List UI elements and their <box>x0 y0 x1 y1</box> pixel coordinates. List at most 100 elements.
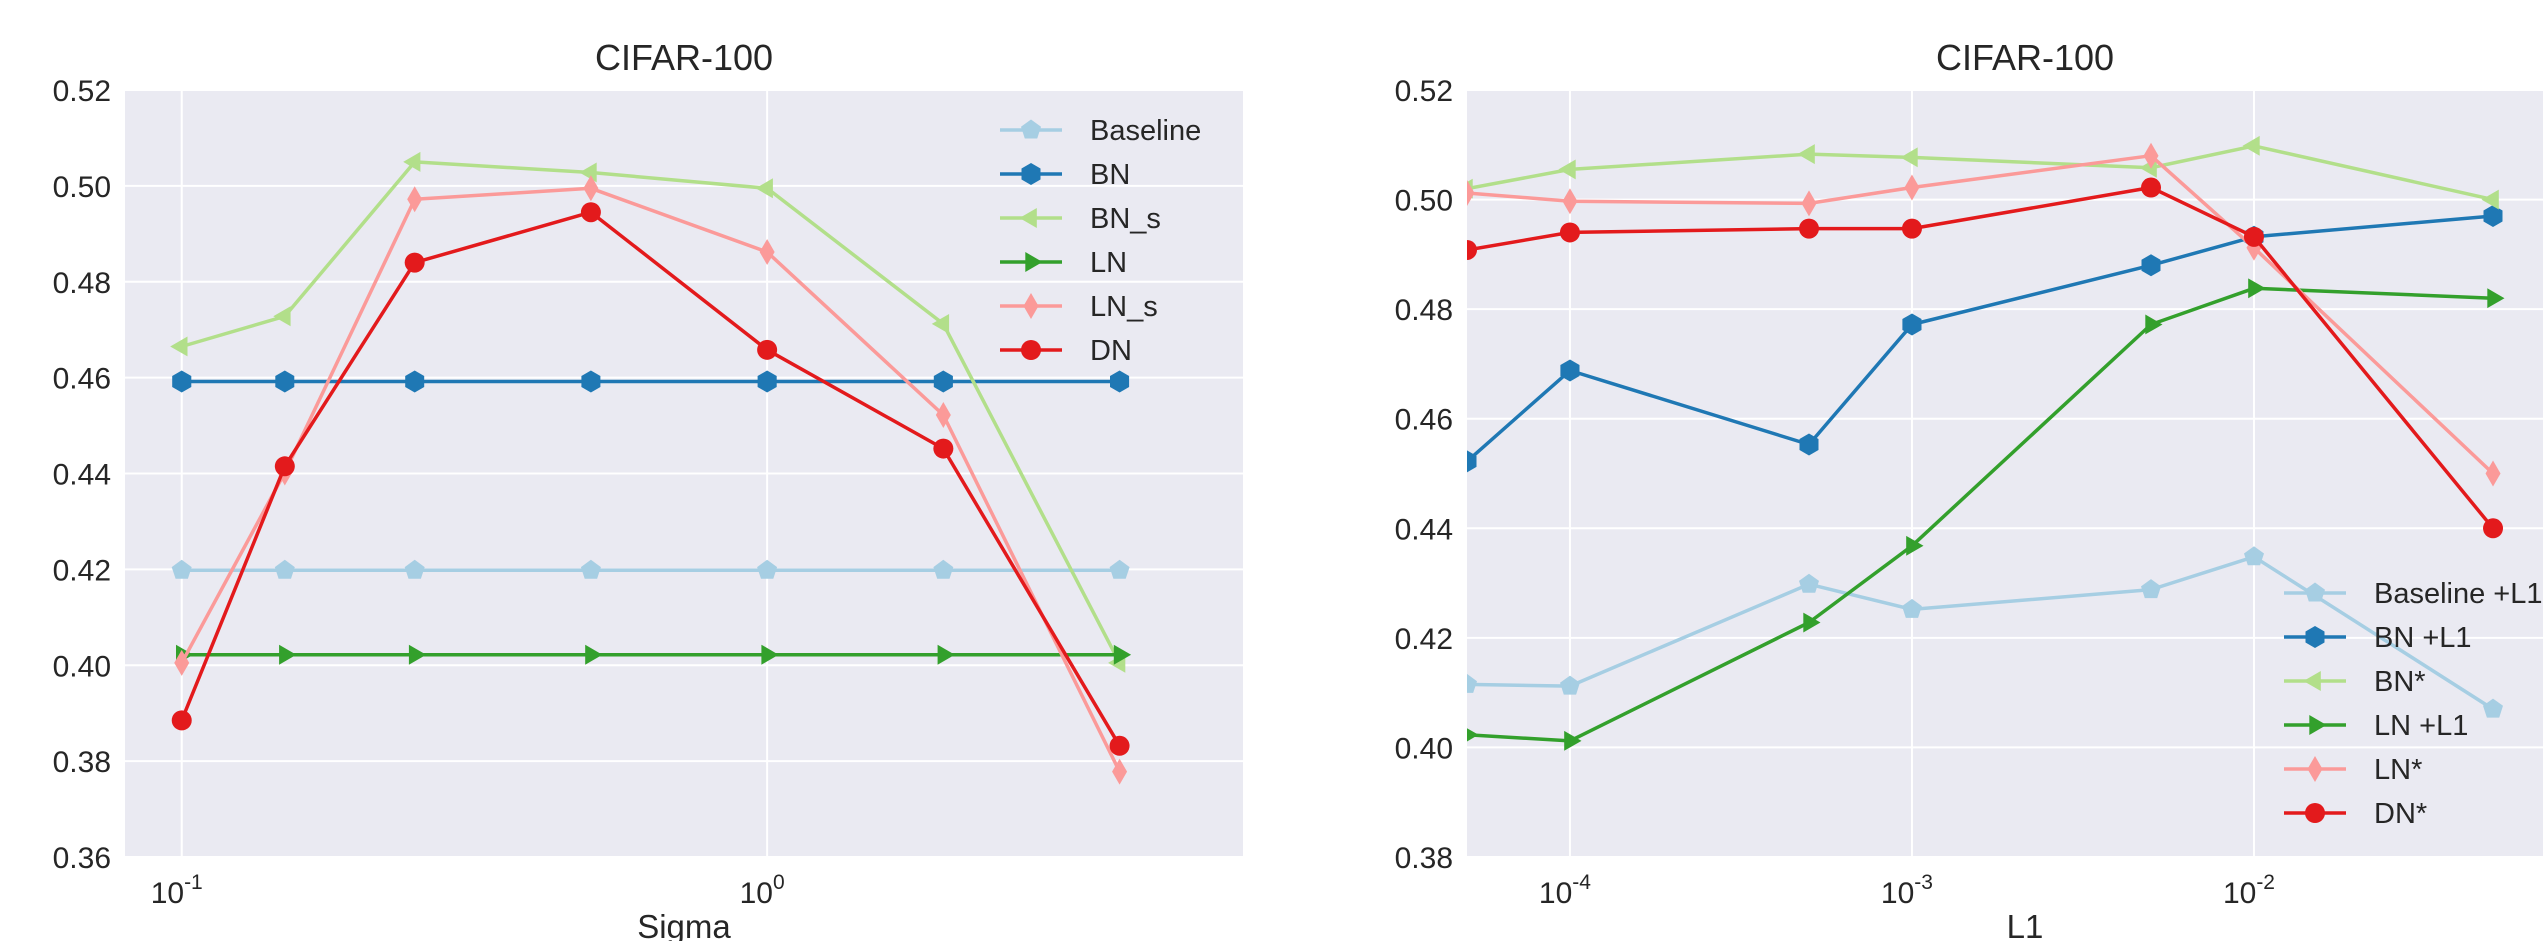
x-tick-exponent: 0 <box>773 871 785 894</box>
x-tick-exponent: -1 <box>184 871 203 894</box>
data-point-ln-l1 <box>2487 288 2505 309</box>
left-series-layer <box>170 151 1132 785</box>
legend-label: DN* <box>2374 798 2427 830</box>
y-tick-label: 0.38 <box>1395 842 1453 875</box>
data-point-ln <box>761 644 779 665</box>
data-point-baseline <box>274 559 295 579</box>
y-tick-label: 0.44 <box>53 459 111 492</box>
data-point-dn <box>1799 218 1820 239</box>
data-point-dn <box>274 456 295 477</box>
data-point-dn <box>1467 239 1477 260</box>
legend-marker <box>2303 671 2321 691</box>
right-x-tick-labels: 10-4 10-3 10-2 <box>1539 871 2275 910</box>
data-point-bn <box>2481 189 2499 210</box>
data-point-bn-l1 <box>2483 205 2503 227</box>
legend-label: LN +L1 <box>2374 710 2468 742</box>
data-point-dn <box>1559 222 1580 243</box>
legend-item-baseline-l1: Baseline +L1 <box>2284 578 2543 610</box>
x-tick-label: 10-1 <box>151 871 203 910</box>
data-point-bn <box>172 370 192 393</box>
data-point-dn <box>2243 226 2264 247</box>
x-tick-exponent: -2 <box>2256 871 2275 894</box>
legend-item-ln: LN* <box>2284 754 2422 786</box>
data-point-bn <box>757 370 777 393</box>
data-point-ln-l1 <box>1564 730 1582 751</box>
data-point-dn <box>933 438 954 459</box>
data-point-bn <box>933 370 953 393</box>
series-baseline-l1 <box>1467 546 2503 718</box>
data-point-ln-l1 <box>1803 612 1821 633</box>
data-point-bn <box>581 370 601 393</box>
data-point-ln <box>585 644 603 665</box>
data-point-ln <box>1801 190 1817 217</box>
y-tick-label: 0.48 <box>1395 294 1453 327</box>
legend-marker <box>2309 715 2327 735</box>
legend-label: BN_s <box>1090 203 1161 235</box>
y-tick-label: 0.42 <box>53 554 111 587</box>
legend-label: BN* <box>2374 666 2426 698</box>
legend-item-baseline: Baseline <box>1000 115 1201 147</box>
series-dn <box>1467 177 2504 539</box>
right-plot-area <box>1467 90 2543 857</box>
y-tick-label: 0.42 <box>1395 623 1453 656</box>
data-point-bn-l1 <box>1467 450 1477 473</box>
data-point-bn <box>405 370 425 393</box>
data-point-dn <box>1109 735 1130 756</box>
legend-item-ln-l1: LN +L1 <box>2284 710 2468 742</box>
legend-marker <box>1023 293 1039 319</box>
x-tick-label: 10-2 <box>2223 871 2275 910</box>
legend-marker <box>1021 119 1041 139</box>
y-tick-label: 0.40 <box>1395 732 1453 765</box>
data-point-ln-l1 <box>1467 728 1479 742</box>
data-point-dn <box>757 339 778 360</box>
left-x-axis-label: Sigma <box>637 908 731 941</box>
legend-item-bn-l1: BN +L1 <box>2284 622 2472 654</box>
data-point-baseline <box>580 559 601 579</box>
data-point-dn <box>2141 177 2162 198</box>
data-point-ln <box>408 644 427 665</box>
legend-marker <box>1019 208 1037 228</box>
right-y-tick-labels: 0.38 0.40 0.42 0.44 0.46 0.48 0.50 0.52 <box>1395 75 1453 875</box>
data-point-ln-s <box>583 175 599 202</box>
data-point-baseline-l1 <box>2244 546 2264 566</box>
data-point-bn-s <box>170 336 188 357</box>
legend-marker <box>2307 756 2323 782</box>
data-point-bn-l1 <box>2141 254 2161 277</box>
x-tick-exponent: -3 <box>1914 871 1933 894</box>
legend-label: BN <box>1090 159 1130 191</box>
data-point-baseline-l1 <box>1560 675 1580 695</box>
x-tick-base: 10 <box>1881 877 1914 910</box>
data-point-ln-s <box>174 649 190 676</box>
y-tick-label: 0.48 <box>53 267 111 300</box>
legend-item-dn: DN <box>1000 335 1132 367</box>
y-tick-label: 0.40 <box>53 650 111 683</box>
data-point-baseline-l1 <box>1902 598 1922 618</box>
y-tick-label: 0.50 <box>53 171 111 204</box>
data-point-ln <box>1113 644 1132 665</box>
x-tick-label: 10-3 <box>1881 871 1933 910</box>
data-point-dn <box>580 202 601 223</box>
data-point-ln <box>937 644 955 665</box>
chart-left: 0.360.380.400.420.440.460.480.500.52 10-… <box>53 37 1243 941</box>
data-point-baseline <box>757 559 778 579</box>
legend-marker <box>1021 163 1041 185</box>
data-point-bn-l1 <box>1560 359 1580 382</box>
data-point-baseline <box>1109 559 1130 579</box>
data-point-baseline-l1 <box>1467 673 1477 693</box>
data-point-ln-s <box>1112 758 1128 785</box>
legend-label: Baseline <box>1090 115 1201 147</box>
legend-item-bn: BN* <box>2284 666 2426 698</box>
legend-label: LN <box>1090 247 1127 279</box>
data-point-baseline <box>404 559 425 579</box>
right-x-axis-label: L1 <box>2007 908 2044 941</box>
right-series-layer <box>1467 135 2505 751</box>
legend-marker <box>1021 340 1041 360</box>
left-x-tick-labels: 10-1 100 <box>151 871 785 910</box>
legend-marker <box>1025 252 1043 272</box>
data-point-baseline-l1 <box>1799 573 1819 593</box>
data-point-bn-l1 <box>1902 313 1922 336</box>
data-point-ln <box>1467 179 1475 206</box>
data-point-bn-l1 <box>1799 433 1819 456</box>
legend-label: Baseline +L1 <box>2374 578 2543 610</box>
data-point-bn-s <box>273 306 291 327</box>
